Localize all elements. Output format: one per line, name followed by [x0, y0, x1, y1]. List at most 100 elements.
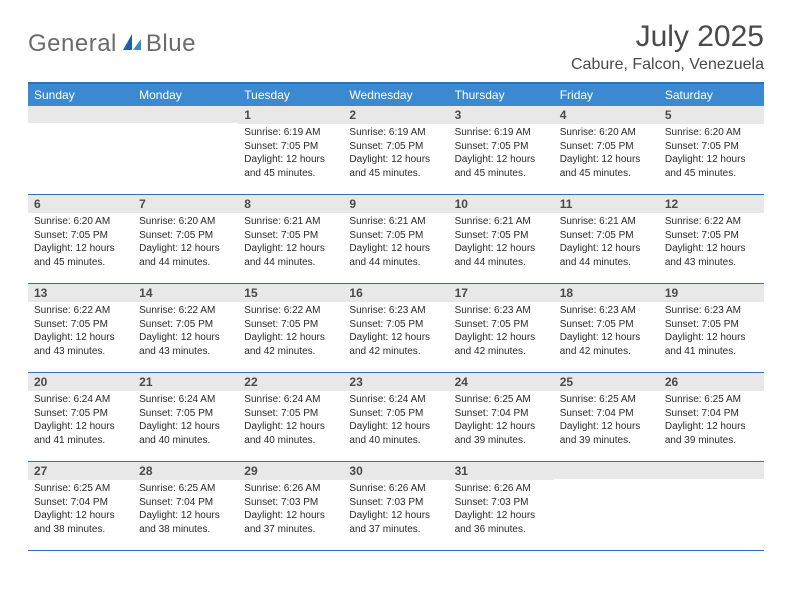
weekday-header: Thursday: [449, 83, 554, 106]
day-number: 29: [238, 462, 343, 480]
day-number: 28: [133, 462, 238, 480]
weekday-header: Sunday: [28, 83, 133, 106]
weekday-header-row: SundayMondayTuesdayWednesdayThursdayFrid…: [28, 83, 764, 106]
calendar-table: SundayMondayTuesdayWednesdayThursdayFrid…: [28, 82, 764, 551]
day-details: Sunrise: 6:24 AMSunset: 7:05 PMDaylight:…: [133, 391, 238, 449]
day-cell: [554, 462, 659, 551]
day-cell: 23Sunrise: 6:24 AMSunset: 7:05 PMDayligh…: [343, 373, 448, 462]
day-details: Sunrise: 6:21 AMSunset: 7:05 PMDaylight:…: [343, 213, 448, 271]
location: Cabure, Falcon, Venezuela: [571, 56, 764, 74]
day-cell: 13Sunrise: 6:22 AMSunset: 7:05 PMDayligh…: [28, 284, 133, 373]
day-cell: 8Sunrise: 6:21 AMSunset: 7:05 PMDaylight…: [238, 195, 343, 284]
day-number: 13: [28, 284, 133, 302]
day-number: 3: [449, 106, 554, 124]
day-details: Sunrise: 6:23 AMSunset: 7:05 PMDaylight:…: [554, 302, 659, 360]
week-row: 20Sunrise: 6:24 AMSunset: 7:05 PMDayligh…: [28, 373, 764, 462]
month-title: July 2025: [571, 20, 764, 54]
day-cell: 14Sunrise: 6:22 AMSunset: 7:05 PMDayligh…: [133, 284, 238, 373]
day-details: Sunrise: 6:22 AMSunset: 7:05 PMDaylight:…: [238, 302, 343, 360]
day-cell: 27Sunrise: 6:25 AMSunset: 7:04 PMDayligh…: [28, 462, 133, 551]
day-cell: 28Sunrise: 6:25 AMSunset: 7:04 PMDayligh…: [133, 462, 238, 551]
calendar-page: General Blue July 2025 Cabure, Falcon, V…: [0, 0, 792, 571]
day-number: 10: [449, 195, 554, 213]
day-number: 30: [343, 462, 448, 480]
day-number: 9: [343, 195, 448, 213]
day-cell: 12Sunrise: 6:22 AMSunset: 7:05 PMDayligh…: [659, 195, 764, 284]
logo: General Blue: [28, 20, 196, 58]
day-cell: 21Sunrise: 6:24 AMSunset: 7:05 PMDayligh…: [133, 373, 238, 462]
day-number: 31: [449, 462, 554, 480]
day-number: 14: [133, 284, 238, 302]
day-details: Sunrise: 6:21 AMSunset: 7:05 PMDaylight:…: [449, 213, 554, 271]
day-cell: 29Sunrise: 6:26 AMSunset: 7:03 PMDayligh…: [238, 462, 343, 551]
day-details: Sunrise: 6:19 AMSunset: 7:05 PMDaylight:…: [343, 124, 448, 182]
weekday-header: Friday: [554, 83, 659, 106]
empty-day-header: [133, 106, 238, 123]
day-cell: 30Sunrise: 6:26 AMSunset: 7:03 PMDayligh…: [343, 462, 448, 551]
day-details: Sunrise: 6:21 AMSunset: 7:05 PMDaylight:…: [238, 213, 343, 271]
day-number: 5: [659, 106, 764, 124]
day-cell: 18Sunrise: 6:23 AMSunset: 7:05 PMDayligh…: [554, 284, 659, 373]
day-details: Sunrise: 6:26 AMSunset: 7:03 PMDaylight:…: [449, 480, 554, 538]
day-cell: 9Sunrise: 6:21 AMSunset: 7:05 PMDaylight…: [343, 195, 448, 284]
day-details: Sunrise: 6:24 AMSunset: 7:05 PMDaylight:…: [343, 391, 448, 449]
day-number: 19: [659, 284, 764, 302]
day-number: 1: [238, 106, 343, 124]
logo-text-1: General: [28, 30, 117, 58]
day-number: 22: [238, 373, 343, 391]
day-number: 11: [554, 195, 659, 213]
weekday-header: Saturday: [659, 83, 764, 106]
day-number: 4: [554, 106, 659, 124]
empty-day-header: [28, 106, 133, 123]
day-cell: [133, 106, 238, 195]
day-number: 25: [554, 373, 659, 391]
day-cell: 1Sunrise: 6:19 AMSunset: 7:05 PMDaylight…: [238, 106, 343, 195]
day-number: 21: [133, 373, 238, 391]
week-row: 1Sunrise: 6:19 AMSunset: 7:05 PMDaylight…: [28, 106, 764, 195]
day-cell: 31Sunrise: 6:26 AMSunset: 7:03 PMDayligh…: [449, 462, 554, 551]
day-cell: 16Sunrise: 6:23 AMSunset: 7:05 PMDayligh…: [343, 284, 448, 373]
day-number: 12: [659, 195, 764, 213]
day-details: Sunrise: 6:25 AMSunset: 7:04 PMDaylight:…: [449, 391, 554, 449]
header: General Blue July 2025 Cabure, Falcon, V…: [28, 20, 764, 74]
logo-text-2: Blue: [146, 30, 196, 58]
day-details: Sunrise: 6:20 AMSunset: 7:05 PMDaylight:…: [133, 213, 238, 271]
day-cell: 22Sunrise: 6:24 AMSunset: 7:05 PMDayligh…: [238, 373, 343, 462]
day-number: 27: [28, 462, 133, 480]
week-row: 13 Sunrise: 6:22 AMSunset: 7:05 PMDayligh…: [28, 284, 764, 373]
day-cell: 6Sunrise: 6:20 AMSunset: 7:05 PMDaylight…: [28, 195, 133, 284]
day-details: Sunrise: 6:19 AMSunset: 7:05 PMDaylight:…: [449, 124, 554, 182]
day-number: 6: [28, 195, 133, 213]
day-number: 18: [554, 284, 659, 302]
day-details: Sunrise: 6:19 AMSunset: 7:05 PMDaylight:…: [238, 124, 343, 182]
day-cell: 5Sunrise: 6:20 AMSunset: 7:05 PMDaylight…: [659, 106, 764, 195]
day-number: 26: [659, 373, 764, 391]
day-details: Sunrise: 6:23 AMSunset: 7:05 PMDaylight:…: [659, 302, 764, 360]
day-details: Sunrise: 6:25 AMSunset: 7:04 PMDaylight:…: [554, 391, 659, 449]
day-number: 16: [343, 284, 448, 302]
day-cell: 2Sunrise: 6:19 AMSunset: 7:05 PMDaylight…: [343, 106, 448, 195]
day-number: 15: [238, 284, 343, 302]
day-cell: 17Sunrise: 6:23 AMSunset: 7:05 PMDayligh…: [449, 284, 554, 373]
day-details: Sunrise: 6:24 AMSunset: 7:05 PMDaylight:…: [238, 391, 343, 449]
day-details: Sunrise: 6:20 AMSunset: 7:05 PMDaylight:…: [659, 124, 764, 182]
day-number: 2: [343, 106, 448, 124]
day-cell: 3Sunrise: 6:19 AMSunset: 7:05 PMDaylight…: [449, 106, 554, 195]
day-cell: [28, 106, 133, 195]
day-number: 8: [238, 195, 343, 213]
day-cell: 19Sunrise: 6:23 AMSunset: 7:05 PMDayligh…: [659, 284, 764, 373]
day-details: Sunrise: 6:20 AMSunset: 7:05 PMDaylight:…: [554, 124, 659, 182]
week-row: 27Sunrise: 6:25 AMSunset: 7:04 PMDayligh…: [28, 462, 764, 551]
day-number: 20: [28, 373, 133, 391]
day-details: Sunrise: 6:25 AMSunset: 7:04 PMDaylight:…: [659, 391, 764, 449]
day-details: Sunrise: 6:21 AMSunset: 7:05 PMDaylight:…: [554, 213, 659, 271]
sail-icon: [121, 32, 143, 57]
day-details: Sunrise: 6:20 AMSunset: 7:05 PMDaylight:…: [28, 213, 133, 271]
day-cell: 10Sunrise: 6:21 AMSunset: 7:05 PMDayligh…: [449, 195, 554, 284]
day-cell: 25Sunrise: 6:25 AMSunset: 7:04 PMDayligh…: [554, 373, 659, 462]
day-number: 23: [343, 373, 448, 391]
day-cell: 7Sunrise: 6:20 AMSunset: 7:05 PMDaylight…: [133, 195, 238, 284]
day-cell: 4Sunrise: 6:20 AMSunset: 7:05 PMDaylight…: [554, 106, 659, 195]
day-number: 7: [133, 195, 238, 213]
empty-day-header: [659, 462, 764, 479]
